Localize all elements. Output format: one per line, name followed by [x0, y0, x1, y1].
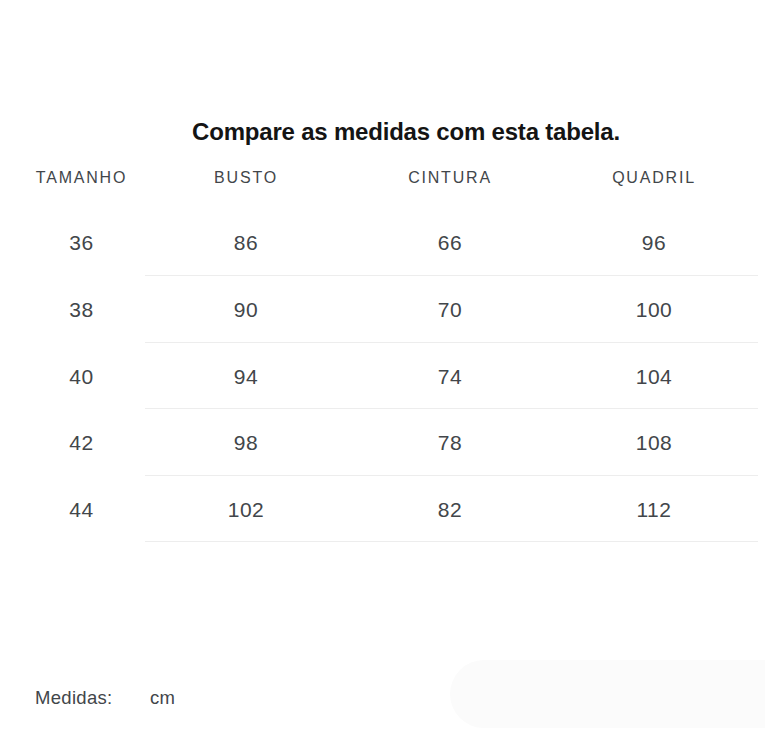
table-header-row: TAMANHO BUSTO CINTURA QUADRIL	[0, 168, 765, 188]
cell-busto: 90	[146, 296, 346, 324]
cell-cintura: 74	[350, 363, 550, 391]
cell-cintura: 66	[350, 229, 550, 257]
cell-cintura: 70	[350, 296, 550, 324]
cell-tamanho: 38	[9, 296, 154, 324]
row-divider	[145, 342, 758, 343]
row-divider	[145, 408, 758, 409]
cell-cintura: 78	[350, 429, 550, 457]
cell-busto: 102	[146, 496, 346, 524]
cell-busto: 94	[146, 363, 346, 391]
table-row: 40 94 74 104	[0, 363, 765, 391]
column-header-cintura: CINTURA	[350, 168, 550, 188]
table-row: 36 86 66 96	[0, 229, 765, 257]
measurements-label: Medidas:	[35, 686, 112, 710]
column-header-tamanho: TAMANHO	[9, 168, 154, 188]
row-divider	[145, 541, 758, 542]
cell-cintura: 82	[350, 496, 550, 524]
cell-quadril: 108	[554, 429, 754, 457]
cell-quadril: 100	[554, 296, 754, 324]
cell-tamanho: 42	[9, 429, 154, 457]
row-divider	[145, 275, 758, 276]
measurements-unit: cm	[150, 686, 175, 710]
rounded-placeholder-shape	[450, 660, 765, 728]
table-row: 44 102 82 112	[0, 496, 765, 524]
column-header-quadril: QUADRIL	[554, 168, 754, 188]
cell-quadril: 96	[554, 229, 754, 257]
cell-quadril: 104	[554, 363, 754, 391]
cell-tamanho: 40	[9, 363, 154, 391]
table-row: 42 98 78 108	[0, 429, 765, 457]
cell-busto: 86	[146, 229, 346, 257]
size-chart-title: Compare as medidas com esta tabela.	[0, 119, 765, 145]
cell-tamanho: 44	[9, 496, 154, 524]
cell-busto: 98	[146, 429, 346, 457]
row-divider	[145, 475, 758, 476]
cell-tamanho: 36	[9, 229, 154, 257]
size-chart-panel: Compare as medidas com esta tabela. TAMA…	[0, 0, 765, 745]
column-header-busto: BUSTO	[146, 168, 346, 188]
table-row: 38 90 70 100	[0, 296, 765, 324]
cell-quadril: 112	[554, 496, 754, 524]
